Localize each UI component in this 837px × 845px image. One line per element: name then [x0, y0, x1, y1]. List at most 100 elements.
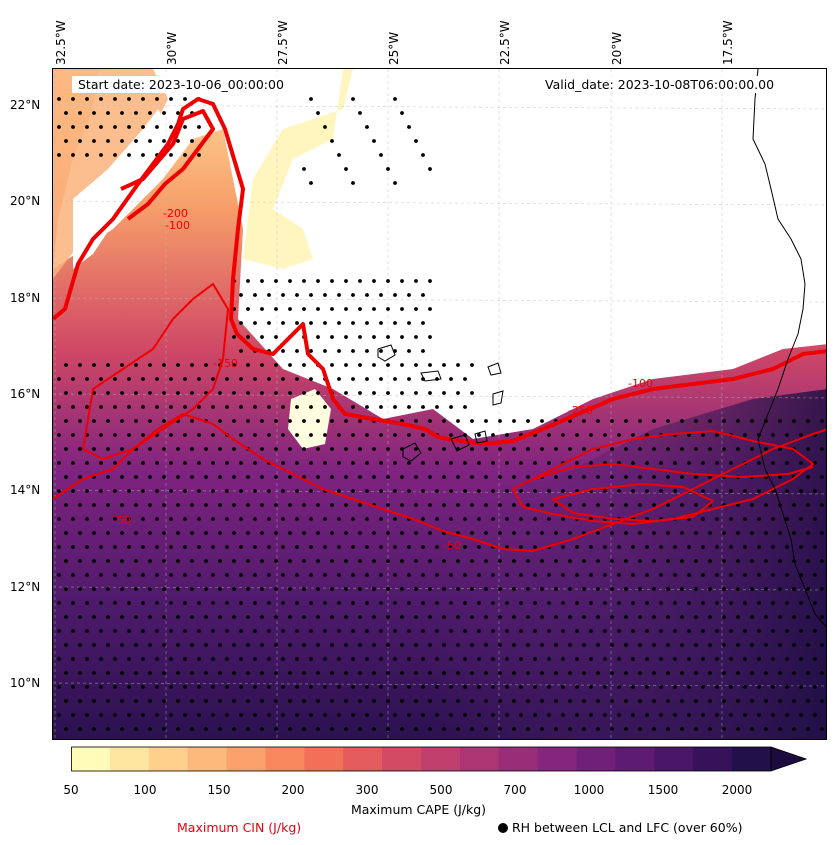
rh-dot — [519, 517, 523, 521]
rh-dot — [211, 545, 215, 549]
rh-dot — [659, 573, 663, 577]
rh-dot — [596, 727, 600, 731]
rh-dot — [666, 419, 670, 423]
rh-dot — [288, 615, 292, 619]
rh-dot — [750, 447, 754, 451]
rh-dot — [232, 587, 236, 591]
rh-dot — [155, 517, 159, 521]
rh-dot — [155, 125, 159, 129]
rh-dot — [442, 475, 446, 479]
rh-dot — [813, 489, 817, 493]
rh-dot — [148, 559, 152, 563]
rh-dot — [470, 615, 474, 619]
rh-dot — [617, 573, 621, 577]
rh-dot — [351, 321, 355, 325]
rh-dot — [743, 517, 747, 521]
rh-dot — [337, 573, 341, 577]
rh-dot — [106, 419, 110, 423]
rh-dot — [624, 727, 628, 731]
rh-dot — [302, 559, 306, 563]
rh-dot — [239, 405, 243, 409]
rh-dot — [729, 601, 733, 605]
rh-dot — [295, 349, 299, 353]
rh-dot — [666, 447, 670, 451]
rh-dot — [85, 461, 89, 465]
rh-dot — [113, 629, 117, 633]
rh-dot — [708, 727, 712, 731]
rh-dot — [141, 517, 145, 521]
rh-dot — [281, 349, 285, 353]
rh-dot — [449, 433, 453, 437]
rh-dot — [197, 125, 201, 129]
colorbar-segment — [498, 747, 539, 771]
rh-dot — [792, 531, 796, 535]
rh-dot — [582, 447, 586, 451]
rh-dot — [134, 139, 138, 143]
rh-dot — [148, 643, 152, 647]
rh-dot — [456, 419, 460, 423]
rh-dot — [323, 601, 327, 605]
rh-dot — [64, 727, 68, 731]
rh-dot — [253, 517, 257, 521]
rh-dot — [694, 643, 698, 647]
rh-dot — [183, 713, 187, 717]
rh-dot — [197, 433, 201, 437]
rh-dot — [120, 559, 124, 563]
rh-dot — [603, 685, 607, 689]
rh-dot — [183, 433, 187, 437]
rh-dot — [645, 629, 649, 633]
rh-dot — [428, 531, 432, 535]
rh-dot — [309, 433, 313, 437]
rh-dot — [806, 475, 810, 479]
rh-dot — [281, 629, 285, 633]
rh-dot — [330, 699, 334, 703]
rh-dot — [603, 489, 607, 493]
rh-dot — [421, 601, 425, 605]
rh-dot — [554, 615, 558, 619]
rh-dot — [351, 601, 355, 605]
rh-dot — [85, 517, 89, 521]
rh-dot — [85, 601, 89, 605]
rh-dot — [323, 293, 327, 297]
rh-dot — [106, 475, 110, 479]
rh-dot — [477, 573, 481, 577]
rh-dot — [526, 559, 530, 563]
rh-dot — [155, 685, 159, 689]
rh-dot — [421, 713, 425, 717]
rh-dot — [603, 601, 607, 605]
rh-dot — [610, 699, 614, 703]
rh-dot — [449, 713, 453, 717]
rh-dot — [85, 97, 89, 101]
rh-dot — [197, 629, 201, 633]
rh-dot — [421, 489, 425, 493]
rh-dot — [183, 153, 187, 157]
rh-dot — [428, 671, 432, 675]
rh-dot — [211, 601, 215, 605]
rh-dot — [428, 615, 432, 619]
rh-dot — [169, 377, 173, 381]
rh-dot — [316, 615, 320, 619]
rh-dot — [85, 405, 89, 409]
rh-dot — [337, 545, 341, 549]
rh-dot — [176, 503, 180, 507]
rh-dot — [400, 559, 404, 563]
colorbar-segment — [615, 747, 655, 771]
rh-dot — [302, 391, 306, 395]
lon-tick-30w: 30°W — [165, 31, 179, 65]
rh-dot — [78, 475, 82, 479]
rh-dot — [659, 461, 663, 465]
rh-dot — [554, 559, 558, 563]
rh-dot — [470, 363, 474, 367]
rh-dot — [365, 517, 369, 521]
rh-dot — [141, 657, 145, 661]
rh-dot — [414, 671, 418, 675]
rh-dot — [519, 461, 523, 465]
rh-dot — [540, 615, 544, 619]
rh-dot — [400, 643, 404, 647]
rh-dot — [267, 685, 271, 689]
rh-dot — [253, 433, 257, 437]
rh-dot — [722, 699, 726, 703]
rh-dot — [64, 531, 68, 535]
rh-dot — [113, 517, 117, 521]
rh-dot — [526, 447, 530, 451]
